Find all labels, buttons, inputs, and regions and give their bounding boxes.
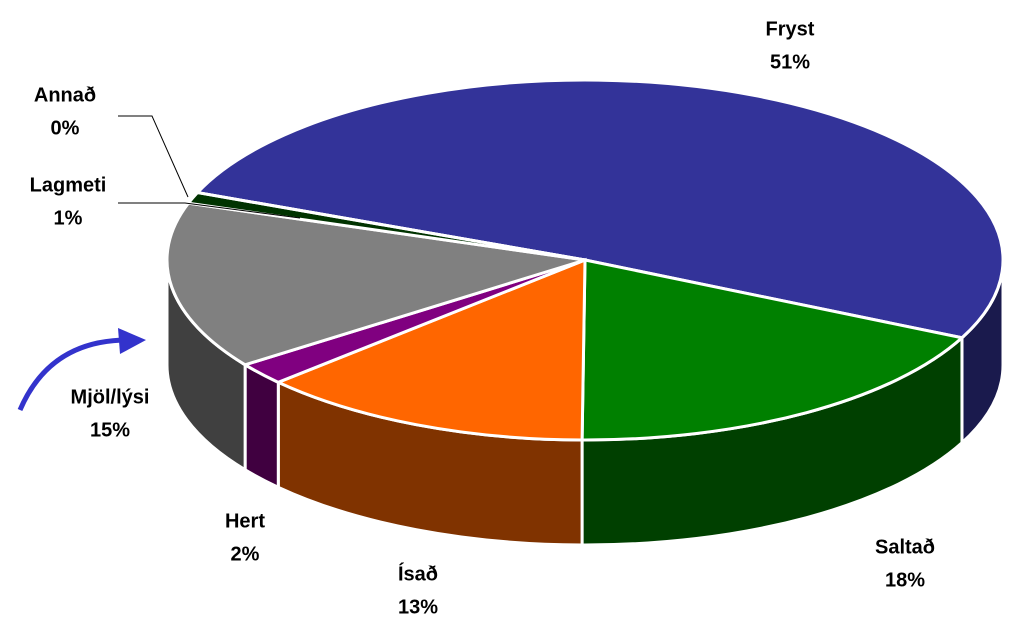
leader-line [118,115,189,198]
value-label: 13% [398,596,438,618]
category-label: Ísað [398,562,438,585]
leader-line [118,202,301,219]
pie-slice [580,258,966,442]
value-label: 1% [54,207,83,229]
value-label: 0% [51,117,80,139]
pie-slice [274,257,587,442]
category-label: Lagmeti [30,174,107,196]
pie-side [243,362,280,490]
value-label: 18% [885,569,925,591]
pie-slice [165,201,586,367]
pie-slice [194,78,1005,340]
labels: Fryst 51% Saltað 18% Ísað 13% Hert 2% Mjöl/lýsi 1… [30,18,935,618]
arrow [17,337,129,411]
value-label: 51% [770,51,810,73]
arrow-head [118,328,146,354]
category-label: Hert [225,510,265,532]
category-label: Saltað [875,536,935,558]
category-label: Mjöl/lýsi [71,386,150,408]
pie-sides [165,259,1005,547]
value-label: 2% [231,543,260,565]
value-label: 15% [90,419,130,441]
category-label: Fryst [766,18,815,40]
pie-tops [165,78,1005,442]
category-label: Annað [34,84,96,106]
